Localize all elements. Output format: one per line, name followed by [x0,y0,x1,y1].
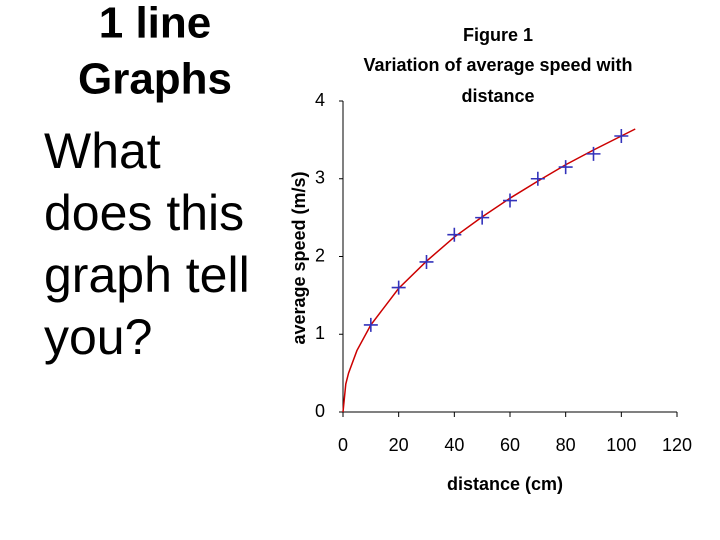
point [475,210,490,225]
point [530,171,545,186]
point [391,280,406,295]
point [558,160,573,175]
slide-title: 1 line [99,0,212,48]
point [586,146,601,161]
y-tick-label: 3 [315,168,325,188]
x-tick-label: 0 [338,435,348,455]
chart-title: Variation of average speed with [363,55,632,75]
body-text: you? [44,309,152,365]
point [419,254,434,269]
point [503,193,517,208]
y-tick-label: 4 [315,90,325,110]
body-text: does this [44,185,244,241]
x-axis-label: distance (cm) [447,474,563,494]
y-tick-label: 2 [315,245,325,265]
body-text: graph tell [44,247,250,303]
x-tick-label: 40 [444,435,464,455]
x-tick-label: 20 [389,435,409,455]
y-tick-label: 0 [315,401,325,421]
x-tick-label: 120 [662,435,692,455]
fit-line [342,128,636,413]
chart-title: Figure 1 [463,25,533,45]
y-tick-label: 1 [315,323,325,343]
point [363,317,378,332]
x-tick-label: 80 [556,435,576,455]
slide-title: Graphs [78,55,232,104]
x-tick-label: 60 [500,435,520,455]
x-tick-label: 100 [606,435,636,455]
y-axis-label: average speed (m/s) [289,171,309,344]
chart-title: distance [461,86,534,106]
body-text: What [44,123,161,179]
point [614,128,629,143]
point [447,227,462,242]
